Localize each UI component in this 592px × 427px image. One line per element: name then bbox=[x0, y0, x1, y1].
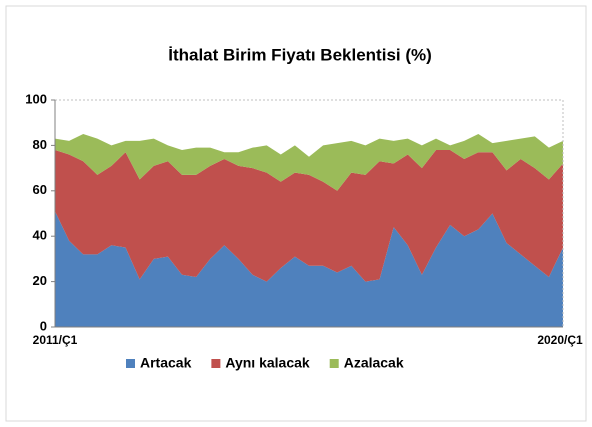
y-tick-label: 20 bbox=[33, 273, 47, 288]
y-tick-label: 40 bbox=[33, 228, 47, 243]
x-tick-label: 2020/Ç1 bbox=[537, 333, 583, 347]
area bbox=[55, 149, 563, 282]
legend-swatch bbox=[126, 359, 135, 368]
y-tick-label: 0 bbox=[40, 318, 47, 333]
y-tick-label: 100 bbox=[25, 91, 47, 106]
legend-label: Aynı kalacak bbox=[225, 355, 310, 371]
y-tick-label: 60 bbox=[33, 182, 47, 197]
chart-title: İthalat Birim Fiyatı Beklentisi (%) bbox=[168, 45, 432, 64]
legend-swatch bbox=[329, 359, 339, 368]
legend-label: Azalacak bbox=[344, 355, 404, 371]
y-tick-label: 80 bbox=[33, 137, 47, 152]
area bbox=[55, 134, 563, 191]
area bbox=[55, 211, 563, 327]
legend-label: Artacak bbox=[140, 355, 192, 371]
legend-swatch bbox=[211, 359, 221, 368]
x-tick-label: 2011/Ç1 bbox=[33, 333, 78, 347]
